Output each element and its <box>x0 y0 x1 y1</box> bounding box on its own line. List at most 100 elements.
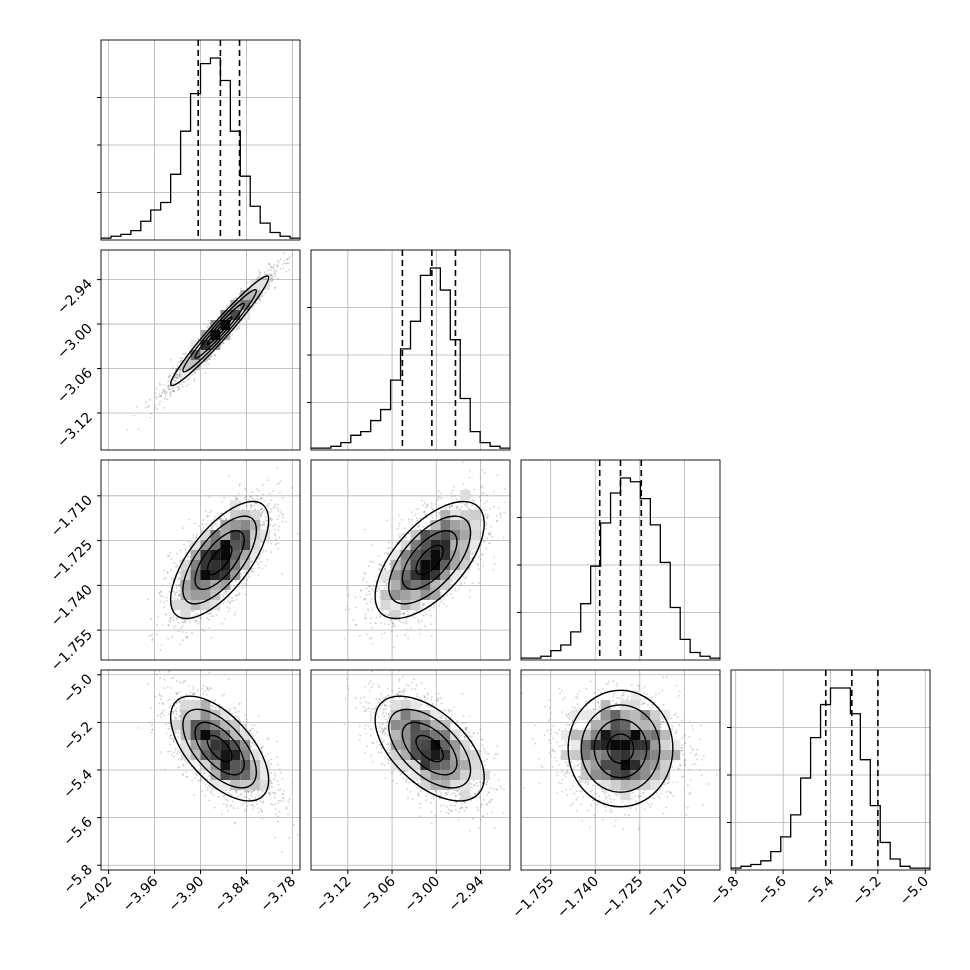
sample-point <box>241 508 244 511</box>
sample-point <box>264 565 267 567</box>
sample-point <box>221 501 224 503</box>
sample-point <box>196 612 198 615</box>
sample-point <box>164 392 167 395</box>
sample-point <box>359 590 362 592</box>
sample-point <box>274 275 277 278</box>
sample-point <box>251 490 254 493</box>
sample-point <box>461 502 464 504</box>
sample-point <box>279 491 281 494</box>
sample-point <box>243 496 246 499</box>
pair-panel <box>100 249 301 451</box>
sample-point <box>260 496 263 499</box>
sample-point <box>277 542 280 545</box>
sample-point <box>237 493 240 495</box>
sample-point <box>212 524 214 527</box>
sample-point <box>267 263 270 265</box>
sample-point <box>176 598 179 601</box>
sample-point <box>176 375 179 378</box>
sample-point <box>176 565 179 568</box>
sample-point <box>231 333 233 336</box>
sample-point <box>182 352 185 355</box>
sample-point <box>173 389 175 392</box>
sample-point <box>178 387 180 390</box>
sample-point <box>163 578 166 581</box>
sample-point <box>266 519 268 522</box>
sample-point <box>283 252 285 254</box>
sample-point <box>205 523 208 526</box>
sample-point <box>276 269 278 272</box>
sample-point <box>187 540 190 543</box>
sample-point <box>178 570 181 573</box>
sample-point <box>172 367 175 370</box>
sample-point <box>248 576 251 578</box>
sample-point <box>174 380 177 383</box>
sample-point <box>264 273 266 276</box>
sample-point <box>281 520 284 523</box>
sample-point <box>385 584 388 586</box>
sample-point <box>174 594 177 596</box>
density-cell <box>230 500 241 510</box>
sample-point <box>178 369 181 372</box>
sample-point <box>274 505 277 508</box>
sample-point <box>225 590 228 592</box>
sample-point <box>165 384 168 387</box>
sample-point <box>176 374 179 377</box>
sample-point <box>252 570 255 573</box>
sample-point <box>159 400 161 403</box>
sample-point <box>194 522 197 525</box>
sample-point <box>260 540 263 543</box>
sample-point <box>262 493 264 496</box>
panel-frame <box>520 459 721 661</box>
sample-point <box>266 505 269 508</box>
density-cell <box>180 580 191 590</box>
sample-point <box>250 507 253 509</box>
density-cell <box>230 510 241 520</box>
sample-point <box>281 497 284 500</box>
sample-point <box>269 274 271 277</box>
sample-point <box>165 596 168 599</box>
sample-point <box>216 512 219 515</box>
sample-point <box>423 502 426 504</box>
sample-point <box>285 262 287 265</box>
sample-point <box>450 505 453 508</box>
sample-point <box>191 373 194 376</box>
sample-point <box>347 595 350 598</box>
sample-point <box>279 480 282 482</box>
sample-point <box>182 639 185 642</box>
density-cell <box>260 530 271 540</box>
sample-point <box>464 488 467 490</box>
sample-point <box>187 383 190 385</box>
sample-point <box>226 304 228 307</box>
sample-point <box>273 264 275 266</box>
sample-point <box>282 267 285 270</box>
sample-point <box>179 559 181 562</box>
sample-point <box>251 568 254 570</box>
sample-point <box>281 513 284 516</box>
sample-point <box>263 521 266 524</box>
sample-point <box>287 262 289 265</box>
sample-point <box>257 278 259 280</box>
sample-point <box>218 514 221 517</box>
sample-point <box>392 625 395 628</box>
sample-point <box>368 585 371 588</box>
sample-point <box>158 382 161 385</box>
sample-point <box>170 616 172 619</box>
sample-point <box>258 566 260 569</box>
sample-point <box>250 505 253 508</box>
sample-point <box>148 634 151 637</box>
sample-point <box>168 376 171 379</box>
sample-point <box>168 388 171 390</box>
sample-point <box>271 274 273 277</box>
sample-point <box>414 514 416 516</box>
sample-point <box>264 516 267 518</box>
sample-point <box>245 489 248 492</box>
sample-point <box>405 537 408 539</box>
sample-point <box>264 499 267 502</box>
sample-point <box>167 387 170 390</box>
sample-point <box>419 517 422 520</box>
density-cell <box>240 540 251 550</box>
sample-point <box>261 507 263 509</box>
sample-point <box>156 633 159 635</box>
sample-point <box>273 287 276 289</box>
sample-point <box>174 380 177 382</box>
